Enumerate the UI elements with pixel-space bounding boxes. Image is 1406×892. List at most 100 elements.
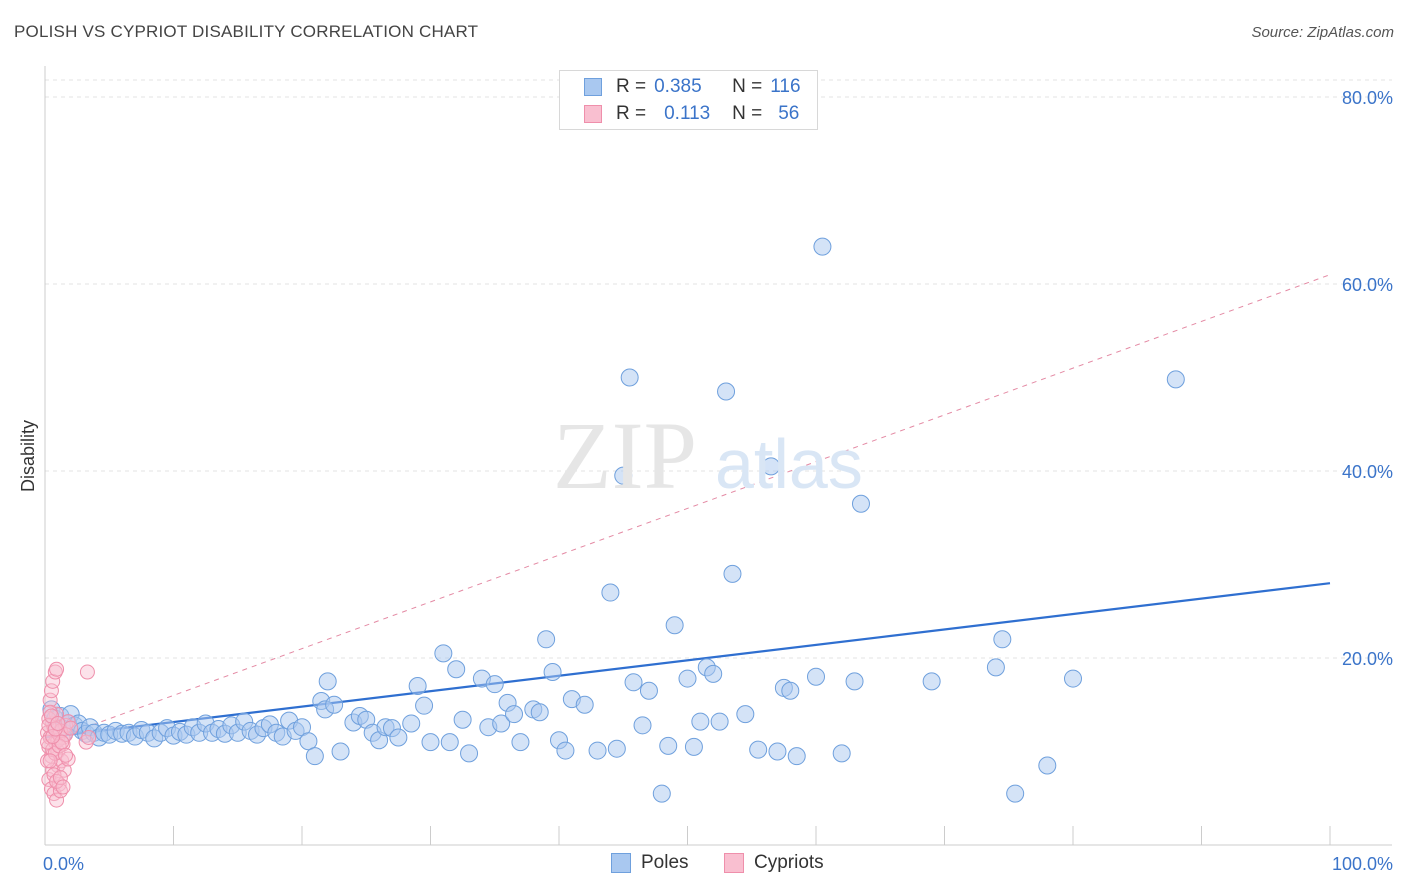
point-poles	[691, 712, 710, 731]
point-poles	[537, 630, 556, 649]
point-cypriots	[45, 673, 61, 689]
legend-n-value: 56	[778, 103, 800, 124]
trend-line-cypriots	[44, 274, 1331, 743]
point-poles	[639, 681, 658, 700]
legend-n-label: N =	[732, 103, 763, 124]
y-tick-label: 60.0%	[1342, 275, 1393, 295]
legend: R = 0.385 N = 116 R = 0.113 N = 56	[559, 70, 818, 130]
point-poles	[624, 673, 643, 692]
point-poles	[614, 466, 633, 485]
legend-r-value: 0.385	[654, 76, 702, 97]
y-tick-label: 40.0%	[1342, 462, 1393, 482]
chart-title: POLISH VS CYPRIOT DISABILITY CORRELATION…	[14, 22, 479, 41]
point-poles	[787, 747, 806, 766]
legend-n-value: 116	[770, 76, 801, 97]
point-cypriots	[42, 692, 58, 708]
point-poles	[402, 714, 421, 733]
legend-r-value: 0.113	[664, 103, 711, 124]
source-label: Source: ZipAtlas.com	[1251, 24, 1394, 41]
point-poles	[588, 741, 607, 760]
bottom-legend: Poles Cypriots	[0, 852, 1406, 876]
point-poles	[922, 672, 941, 691]
point-poles	[678, 669, 697, 688]
bottom-legend-swatch-poles	[611, 853, 631, 873]
bottom-legend-label-cypriots: Cypriots	[754, 852, 824, 873]
point-poles	[807, 667, 825, 686]
point-poles	[620, 368, 639, 387]
point-cypriots	[55, 779, 71, 795]
point-cypriots	[42, 753, 58, 769]
point-poles	[845, 672, 864, 691]
point-poles	[415, 696, 434, 715]
legend-n-label: N =	[732, 76, 763, 97]
legend-r-label: R =	[616, 103, 647, 124]
point-poles	[511, 733, 530, 752]
point-poles	[1064, 669, 1082, 688]
point-poles	[389, 728, 408, 747]
point-poles	[440, 733, 459, 752]
y-tick-label: 20.0%	[1342, 649, 1393, 669]
point-poles	[633, 716, 652, 735]
point-poles	[652, 784, 671, 803]
point-poles	[325, 695, 344, 714]
point-poles	[505, 705, 524, 724]
point-poles	[299, 732, 318, 751]
point-poles	[485, 675, 504, 694]
legend-r-label: R =	[616, 76, 647, 97]
point-cypriots	[78, 734, 94, 750]
point-poles	[993, 630, 1012, 649]
point-poles	[736, 705, 755, 724]
point-poles	[813, 237, 832, 256]
point-poles	[717, 382, 736, 401]
point-poles	[318, 672, 337, 691]
y-tick-label: 80.0%	[1342, 88, 1393, 108]
point-poles	[768, 742, 787, 761]
point-cypriots	[49, 792, 65, 808]
point-poles	[704, 664, 723, 683]
point-poles	[601, 583, 620, 602]
point-poles	[543, 663, 562, 682]
point-poles	[986, 658, 1005, 677]
point-poles	[305, 747, 324, 766]
point-poles	[607, 739, 626, 758]
point-cypriots	[52, 770, 68, 786]
point-poles	[460, 744, 479, 763]
point-cypriots	[58, 747, 74, 763]
point-poles	[556, 741, 575, 760]
bottom-legend-cypriots[interactable]: Cypriots	[724, 852, 824, 874]
point-poles	[530, 703, 549, 722]
point-poles	[447, 660, 466, 679]
x-tick-label: 100.0%	[1332, 854, 1393, 874]
point-poles	[665, 616, 684, 635]
point-poles	[832, 744, 851, 763]
y-axis-label: Disability	[18, 420, 38, 492]
point-cypriots	[50, 715, 66, 731]
point-cypriots	[49, 661, 65, 677]
point-cypriots	[81, 729, 97, 745]
point-poles	[781, 681, 800, 700]
legend-row-cypriots: R = 0.113 N = 56	[584, 103, 799, 125]
point-poles	[453, 710, 472, 729]
point-poles	[1038, 756, 1057, 775]
point-poles	[1166, 370, 1185, 389]
legend-swatch-poles	[584, 78, 602, 96]
point-cypriots	[79, 664, 95, 680]
point-poles	[684, 737, 703, 756]
x-tick-label: 0.0%	[43, 854, 84, 874]
bottom-legend-label-poles: Poles	[641, 852, 689, 873]
point-poles	[421, 733, 440, 752]
point-poles	[331, 742, 350, 761]
point-poles	[710, 712, 729, 731]
point-poles	[723, 564, 742, 583]
point-poles	[659, 736, 678, 755]
bottom-legend-poles[interactable]: Poles	[611, 852, 689, 874]
point-poles	[434, 644, 453, 663]
point-poles	[408, 677, 427, 696]
point-poles	[575, 695, 594, 714]
trend-line-poles	[44, 582, 1331, 739]
legend-swatch-cypriots	[584, 105, 602, 123]
point-poles	[749, 740, 768, 759]
point-poles	[1006, 784, 1025, 803]
point-cypriots	[63, 720, 79, 736]
